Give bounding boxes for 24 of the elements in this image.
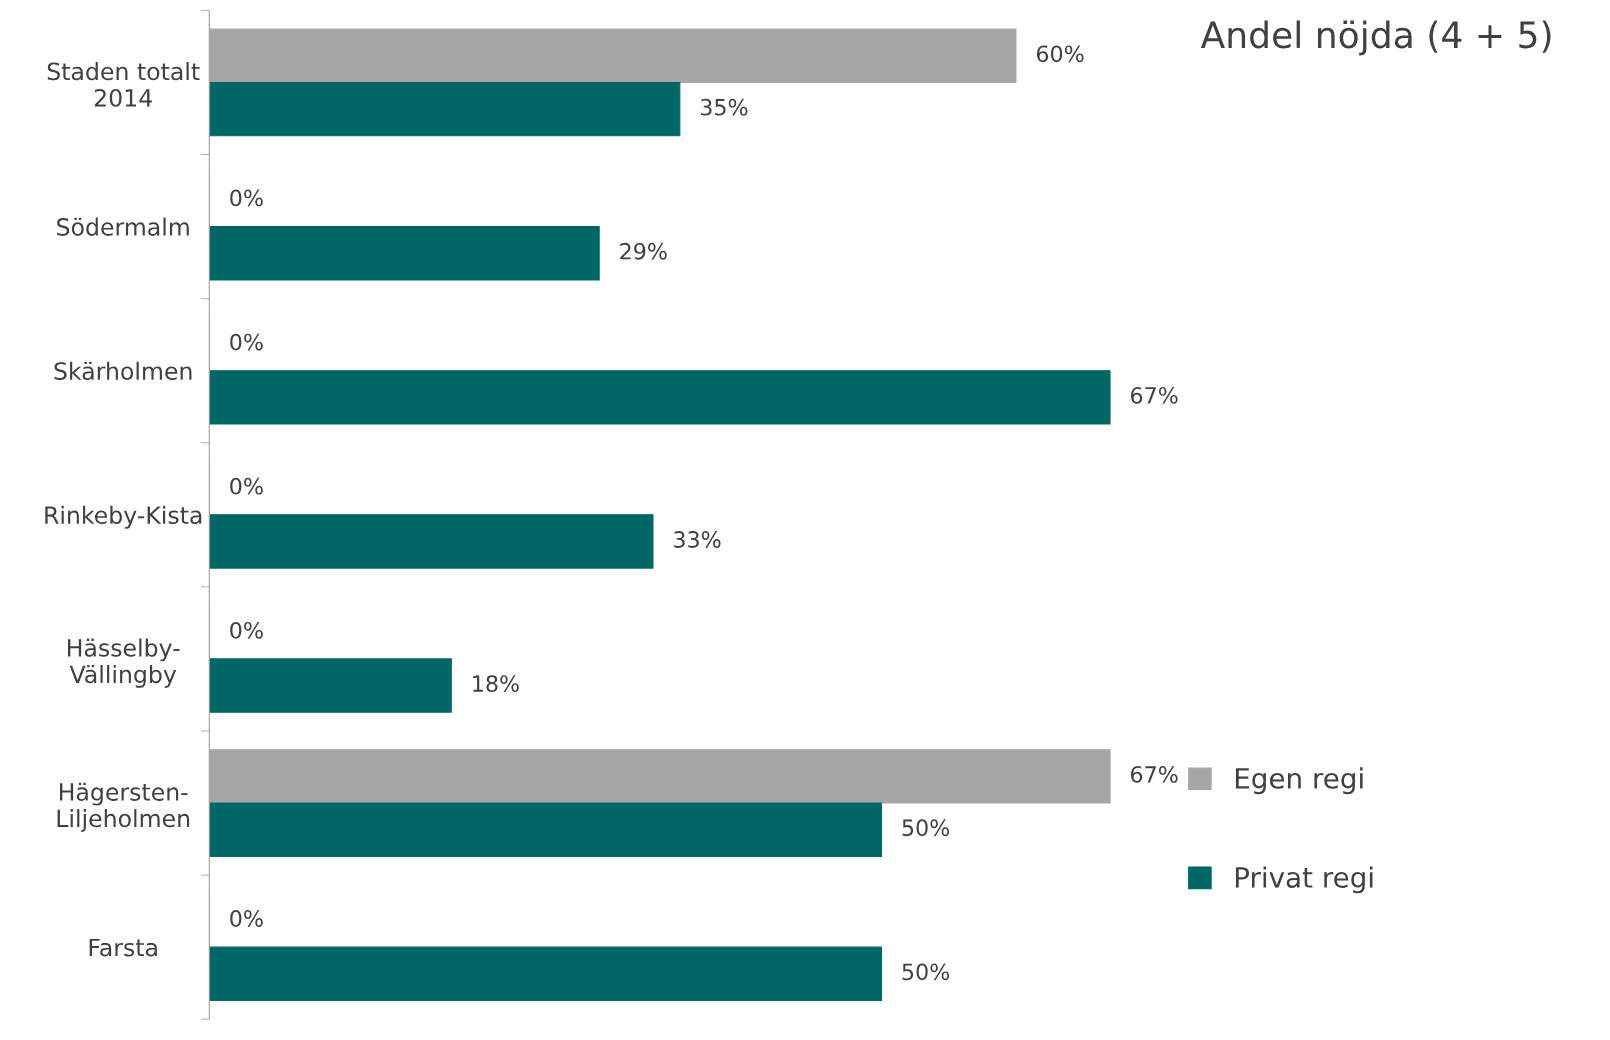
- data-label: 67%: [1131, 766, 1178, 783]
- y-tick-label: Staden totalt 2014: [47, 62, 200, 107]
- data-label: 0%: [230, 477, 263, 495]
- data-label: 0%: [230, 910, 263, 927]
- data-label: 0%: [230, 333, 263, 351]
- data-label: 0%: [230, 189, 263, 207]
- data-label: 60%: [1036, 45, 1084, 63]
- y-tick-label: Farsta: [89, 938, 157, 957]
- legend-label: Privat regi: [1235, 866, 1373, 894]
- data-label: 50%: [902, 819, 950, 837]
- data-label: 35%: [700, 98, 748, 116]
- data-label: 50%: [902, 963, 950, 981]
- y-tick-label: Skärholmen: [54, 361, 192, 380]
- y-tick-label: Södermalm: [57, 217, 189, 236]
- text: Andel nöjda (4 + 5): [1200, 20, 1551, 56]
- data-label: 67%: [1131, 386, 1178, 404]
- data-label: 0%: [230, 621, 263, 639]
- data-label: 33%: [674, 531, 721, 548]
- y-tick-label: Rinkeby-Kista: [45, 505, 202, 529]
- legend-label: Egen regi: [1235, 767, 1363, 795]
- y-tick-label: Hässelby- Vällingby: [68, 638, 180, 688]
- data-label: 18%: [473, 675, 519, 693]
- y-tick-label: Hägersten- Liljeholmen: [57, 782, 190, 832]
- data-label: 29%: [620, 242, 667, 260]
